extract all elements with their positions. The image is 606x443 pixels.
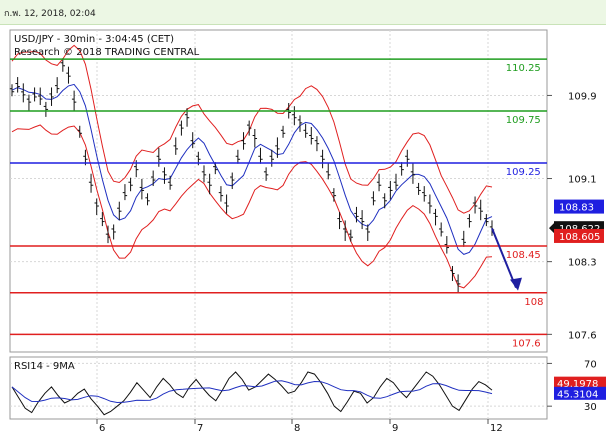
rsi-title: RSI14 - 9MA [14, 361, 75, 372]
level-label: 108 [524, 297, 543, 308]
y-tick-label: 107.6 [568, 330, 597, 341]
chart-title: USD/JPY - 30min - 3:04:45 (CET) [14, 34, 174, 45]
rsi-tag [554, 386, 606, 400]
axis-labels: 678912109.9109.1108.3107.6108.83108.6221… [96, 91, 606, 434]
x-tick-label: 7 [197, 423, 203, 434]
level-label: 108.45 [506, 250, 541, 261]
level-label: 109.25 [506, 167, 541, 178]
rsi-plot-area [9, 356, 548, 420]
price-tag-label: 108.83 [559, 203, 594, 214]
x-tick-label: 12 [490, 423, 503, 434]
chart-subtitle: Research © 2018 TRADING CENTRAL [14, 47, 200, 58]
rsi-y-tick-label: 70 [584, 359, 597, 370]
projection-arrow [491, 228, 517, 288]
rsi-ma-line [11, 380, 493, 404]
y-tick-label: 109.1 [568, 175, 597, 186]
upper-band-line [11, 44, 493, 214]
main-plot-area [9, 29, 548, 353]
timestamp-bar: ก.พ. 12, 2018, 02:04 [0, 0, 606, 25]
level-lines: 110.25 109.75 109.25 108.45 108 107.6 [10, 58, 547, 349]
price-tag-pointer [549, 222, 555, 235]
rsi-tag-label: 45.3104 [557, 389, 598, 400]
level-label: 109.75 [506, 115, 541, 126]
price-tag [554, 228, 604, 243]
rsi-tag-label: 49.1978 [557, 379, 598, 390]
level-label: 107.6 [512, 338, 541, 349]
x-tick-label: 8 [294, 423, 300, 434]
rsi-tag [554, 376, 606, 390]
moving-average-line [11, 83, 493, 255]
price-tag-label: 108.605 [559, 232, 600, 243]
price-tag [554, 199, 604, 214]
x-tick-label: 6 [99, 423, 105, 434]
y-tick-label: 108.3 [568, 258, 597, 269]
rsi-y-tick-label: 30 [584, 402, 597, 413]
rsi-series [11, 371, 493, 416]
projection-arrow-head [510, 277, 522, 291]
level-label: 110.25 [506, 63, 541, 74]
y-tick-label: 109.9 [568, 91, 597, 102]
timestamp-label: ก.พ. 12, 2018, 02:04 [4, 9, 96, 19]
rsi-line [11, 371, 493, 416]
price-series [9, 44, 495, 293]
lower-band-line [11, 124, 493, 289]
x-tick-label: 9 [392, 423, 398, 434]
